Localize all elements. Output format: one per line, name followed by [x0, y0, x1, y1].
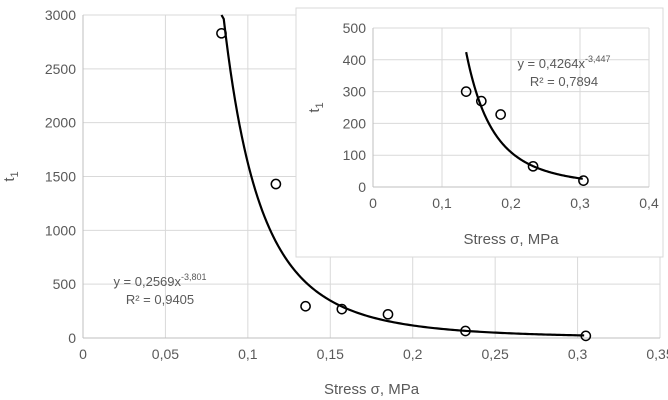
main-y-tick-label: 1500 [45, 169, 76, 185]
inset-y-axis-title: t1 [306, 102, 326, 112]
main-trendline [220, 14, 585, 337]
inset-data-point [460, 86, 472, 97]
main-x-tick-label: 0,3 [568, 346, 588, 362]
main-y-tick-label: 2500 [45, 61, 76, 77]
inset-x-tick-label: 0,1 [432, 195, 452, 211]
main-data-point [270, 178, 282, 190]
inset-trendline [465, 51, 583, 180]
inset-y-tick-label: 500 [343, 20, 367, 36]
inset-x-axis-title: Stress σ, MPa [463, 231, 559, 248]
main-data-point [580, 330, 592, 342]
main-x-tick-label: 0,15 [317, 346, 344, 362]
main-x-tick-label: 0,35 [646, 346, 668, 362]
inset-x-tick-label: 0,3 [570, 195, 590, 211]
inset-y-tick-label: 0 [358, 179, 366, 195]
main-y-tick-label: 2000 [45, 115, 76, 131]
main-trend-equation: y = 0,2569x-3,801 [113, 272, 206, 289]
main-data-point [336, 303, 348, 315]
inset-data-point [495, 109, 506, 120]
main-x-tick-label: 0,05 [152, 346, 179, 362]
main-y-tick-label: 3000 [45, 7, 76, 23]
inset-data-point [475, 95, 487, 107]
inset-y-tick-label: 200 [343, 115, 367, 131]
inset-y-tick-label: 400 [343, 52, 367, 68]
main-data-point [382, 308, 394, 320]
inset-x-tick-label: 0,4 [639, 195, 659, 211]
main-data-point [460, 325, 471, 337]
inset-frame [295, 7, 664, 258]
main-y-axis-title: t1 [1, 171, 21, 181]
inset-data-point [527, 160, 539, 172]
main-x-axis-title: Stress σ, MPa [324, 381, 420, 398]
main-x-tick-label: 0 [79, 346, 87, 362]
main-y-tick-label: 500 [53, 276, 77, 292]
main-x-tick-label: 0,1 [238, 346, 258, 362]
main-x-tick-label: 0,2 [403, 346, 423, 362]
inset-x-tick-label: 0,2 [501, 195, 521, 211]
main-x-tick-label: 0,25 [482, 346, 509, 362]
main-data-point [300, 300, 311, 312]
main-y-tick-label: 0 [68, 330, 76, 346]
main-trend-r2: R² = 0,9405 [126, 292, 194, 307]
inset-y-tick-label: 300 [343, 84, 367, 100]
inset-data-point [578, 175, 589, 186]
inset-trend-r2: R² = 0,7894 [530, 74, 598, 89]
main-y-tick-label: 1000 [45, 222, 76, 238]
inset-trend-equation: y = 0,4264x-3,447 [517, 54, 610, 71]
inset-y-tick-label: 100 [343, 147, 367, 163]
main-data-point [216, 27, 227, 39]
inset-chart: 0 100 200 300 400 500 0 0,1 0,2 0,3 0,4 Stress σ, M… [295, 7, 664, 258]
inset-x-tick-label: 0 [369, 195, 377, 211]
